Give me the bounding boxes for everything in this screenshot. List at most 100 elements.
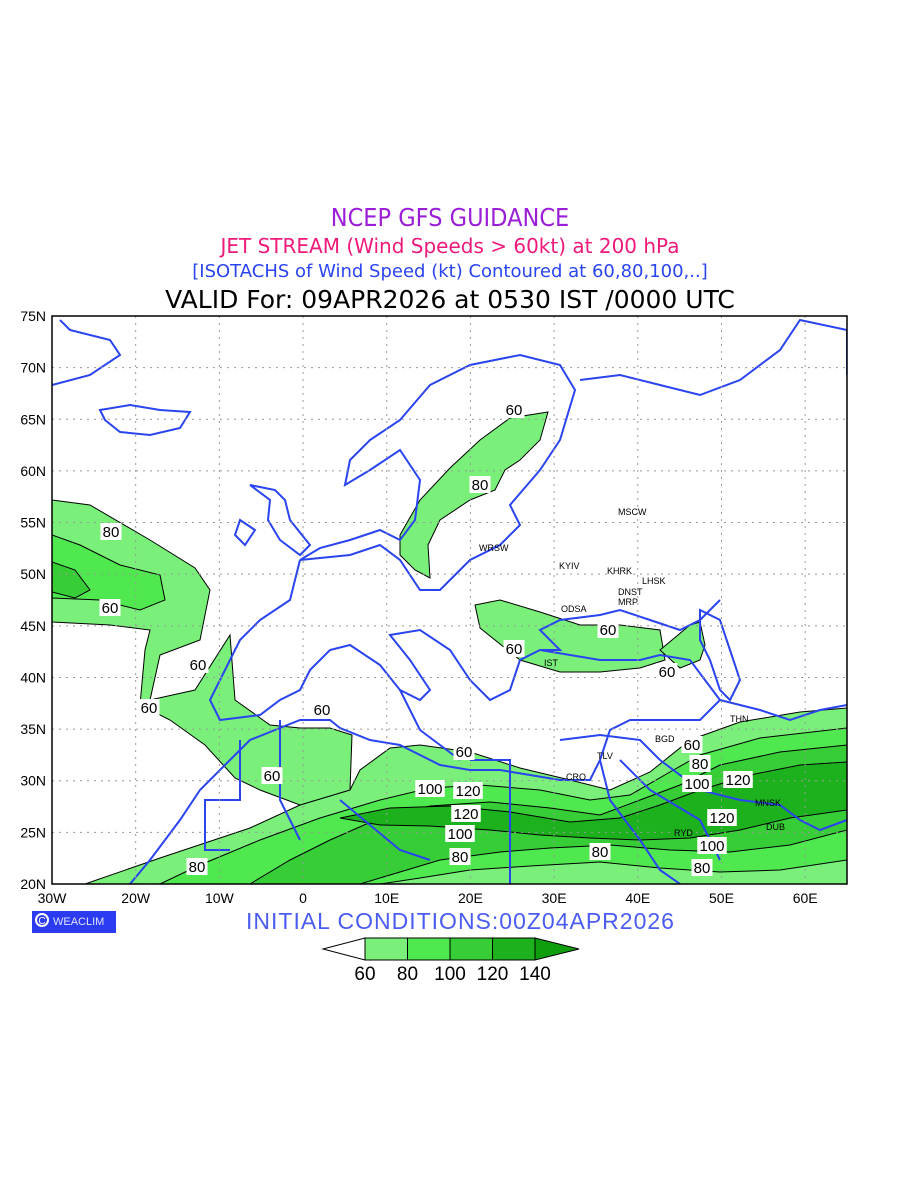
svg-text:120: 120 [709, 810, 734, 827]
svg-text:80: 80 [189, 859, 206, 876]
lon-tick-label: 0 [299, 890, 307, 906]
isotach-100-west [52, 561, 91, 599]
contour-label: 100 [415, 780, 445, 798]
legend-above-140 [534, 937, 580, 961]
lon-tick-label: 30W [38, 890, 68, 906]
city-label: BGD [655, 734, 675, 744]
city-label: KYIV [559, 561, 580, 571]
lat-tick-label: 25N [20, 824, 46, 840]
legend-swatch [492, 937, 536, 961]
lon-tick-label: 20W [121, 890, 151, 906]
contour-label: 80 [691, 859, 713, 877]
city-label: CRO [566, 772, 586, 782]
city-label: MSCW [618, 507, 647, 517]
legend-label: 80 [397, 964, 418, 985]
contour-label: 60 [311, 701, 333, 719]
lat-tick-label: 50N [20, 566, 46, 582]
legend-swatch [449, 937, 493, 961]
contour-label: 60 [681, 736, 703, 754]
svg-text:80: 80 [472, 477, 489, 494]
svg-text:60: 60 [506, 641, 523, 658]
svg-text:60: 60 [456, 744, 473, 761]
contour-label: 80 [186, 858, 208, 876]
city-label: MNSK [755, 798, 781, 808]
isotach-60-scandinavia [399, 411, 549, 579]
latitude-labels: 75N 70N 65N 60N 55N 50N 45N 40N 35N 30N 25N 20N [20, 308, 46, 892]
brand-name: WEACLIM [53, 916, 105, 928]
contour-label: 60 [597, 621, 619, 639]
city-labels: MSCW WRSW KYIV KHRK LHSK DNST MRP ODSA I… [479, 507, 785, 838]
city-label: TLV [597, 751, 613, 761]
lat-tick-label: 35N [20, 721, 46, 737]
city-label: DUB [766, 822, 785, 832]
svg-text:60: 60 [684, 737, 701, 754]
svg-text:120: 120 [453, 806, 478, 823]
svg-text:100: 100 [684, 776, 709, 793]
lon-tick-label: 20E [458, 890, 483, 906]
svg-text:100: 100 [699, 838, 724, 855]
lat-tick-label: 45N [20, 618, 46, 634]
initial-conditions: INITIAL CONDITIONS:00Z04APR2026 [246, 908, 675, 934]
city-label: MRP [618, 597, 638, 607]
contour-label: 60 [503, 401, 525, 419]
contour-label: 100 [697, 837, 727, 855]
lon-tick-label: 40E [625, 890, 650, 906]
legend-label: 120 [477, 964, 509, 985]
lat-tick-label: 70N [20, 360, 46, 376]
copyright-icon: C [35, 913, 49, 927]
weaclim-logo: C WEACLIM [32, 911, 116, 933]
legend-below-60 [321, 937, 366, 961]
title-isotachs: [ISOTACHS of Wind Speed (kt) Contoured a… [192, 261, 708, 282]
svg-text:80: 80 [694, 860, 711, 877]
svg-text:80: 80 [452, 849, 469, 866]
lon-tick-label: 60E [793, 890, 818, 906]
contour-label: 80 [589, 843, 611, 861]
svg-text:120: 120 [455, 783, 480, 800]
contour-label: 80 [469, 476, 491, 494]
svg-text:60: 60 [600, 622, 617, 639]
contour-label: 60 [656, 663, 678, 681]
svg-text:60: 60 [141, 700, 158, 717]
lat-tick-label: 30N [20, 773, 46, 789]
contour-label: 60 [261, 767, 283, 785]
city-label: ODSA [561, 604, 587, 614]
svg-text:60: 60 [314, 702, 331, 719]
legend-swatch [364, 937, 408, 961]
contour-label: 80 [689, 755, 711, 773]
lon-tick-label: 10E [374, 890, 399, 906]
contour-label: 80 [449, 848, 471, 866]
city-label: THN [730, 714, 749, 724]
lon-tick-label: 50E [709, 890, 734, 906]
svg-text:100: 100 [447, 826, 472, 843]
lon-tick-label: 10W [205, 890, 235, 906]
contour-label: 60 [138, 699, 160, 717]
city-label: WRSW [479, 543, 509, 553]
contour-label: 120 [453, 782, 483, 800]
city-label: DNST [618, 587, 643, 597]
city-label: IST [544, 658, 559, 668]
contour-label: 60 [99, 599, 121, 617]
map-frame [51, 315, 848, 885]
lat-tick-label: 75N [20, 308, 46, 324]
contour-label: 100 [445, 825, 475, 843]
lat-tick-label: 65N [20, 411, 46, 427]
contour-label: 120 [451, 805, 481, 823]
contour-label: 60 [453, 743, 475, 761]
legend-label: 100 [434, 964, 466, 985]
contour-label: 120 [707, 809, 737, 827]
contour-label: 80 [100, 523, 122, 541]
svg-text:60: 60 [102, 600, 119, 617]
legend-label: 60 [354, 964, 375, 985]
svg-text:80: 80 [692, 756, 709, 773]
svg-text:80: 80 [592, 844, 609, 861]
lat-tick-label: 55N [20, 515, 46, 531]
lon-tick-label: 30E [542, 890, 567, 906]
isotach-60-west [52, 499, 353, 806]
city-label: LHSK [642, 576, 666, 586]
contour-label: 60 [503, 640, 525, 658]
title-jet-stream: JET STREAM (Wind Speeds > 60kt) at 200 h… [220, 234, 680, 258]
longitude-labels: 30W 20W 10W 0 10E 20E 30E 40E 50E 60E [38, 890, 818, 906]
legend-label: 140 [519, 964, 551, 985]
